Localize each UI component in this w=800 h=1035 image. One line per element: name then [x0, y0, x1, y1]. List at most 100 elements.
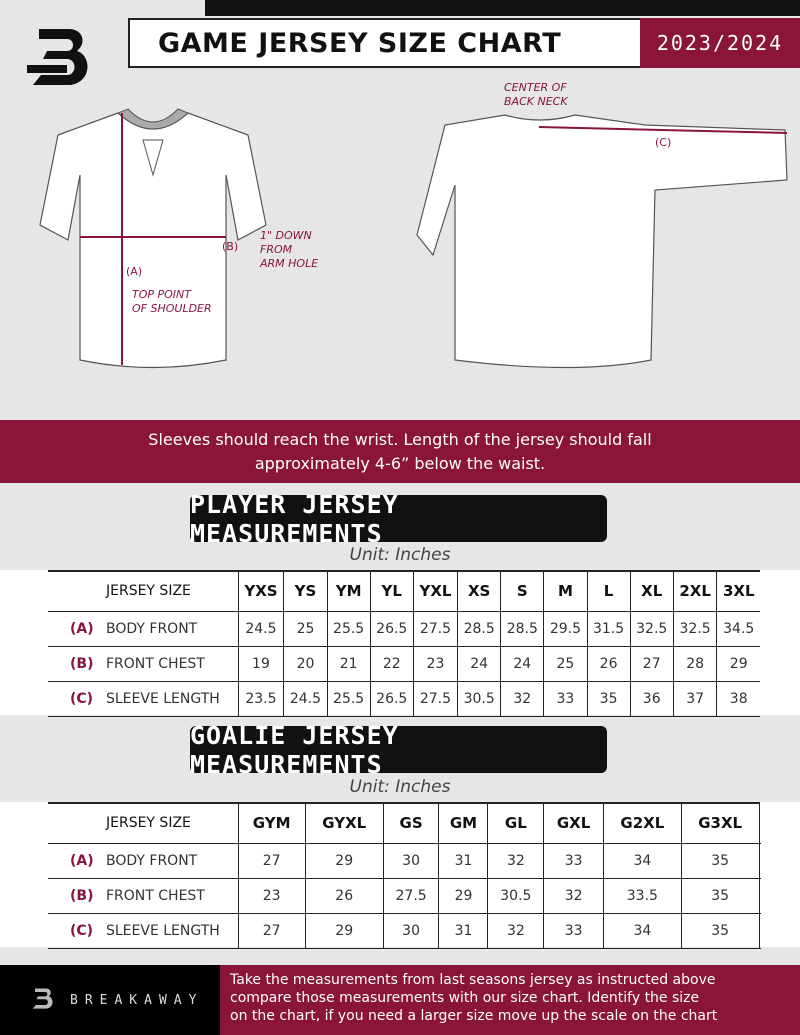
measure-name: BODY FRONT: [106, 852, 198, 869]
table-cell: 23.5: [237, 681, 284, 716]
size-header: YXL: [412, 571, 458, 611]
back-neck-note: CENTER OF BACK NECK: [504, 81, 568, 109]
table-cell: 33: [543, 843, 604, 878]
table-cell: 31: [438, 913, 488, 948]
table-cell: 27: [237, 913, 306, 948]
table-cell: 21: [326, 646, 371, 681]
measure-name: FRONT CHEST: [106, 655, 205, 672]
table-row: (A) BODY FRONT 27 29 30 31 32 33 34 35: [48, 843, 760, 878]
table-cell: 24.5: [283, 681, 328, 716]
table-cell: 28: [672, 646, 717, 681]
table-header-row: JERSEY SIZE YXS YS YM YL YXL XS S M L XL 2XL 3XL: [48, 571, 760, 611]
season-badge: 2023/2024: [640, 18, 800, 68]
size-header: G2XL: [602, 803, 682, 843]
table-cell: 31: [438, 843, 488, 878]
table-cell: [758, 843, 760, 878]
table-cell: 29: [304, 843, 384, 878]
size-header: [758, 803, 760, 843]
armhole-note: 1" DOWN FROM ARM HOLE: [260, 229, 318, 271]
table-cell: 35: [586, 681, 631, 716]
table-cell: 34: [602, 843, 682, 878]
table-cell: 33: [543, 681, 587, 716]
table-cell: 36: [629, 681, 674, 716]
size-header: YS: [283, 571, 328, 611]
table-row: (B) FRONT CHEST 19 20 21 22 23 24 24 25 26 27 28 29: [48, 646, 760, 681]
table-cell: 23: [412, 646, 458, 681]
breakaway-logo-icon: [32, 988, 53, 1009]
table-cell: 32.5: [672, 611, 717, 646]
table-cell: 34: [602, 913, 682, 948]
table-cell: 29: [304, 913, 384, 948]
note-line: FROM: [260, 243, 293, 256]
table-cell: 26.5: [369, 681, 414, 716]
size-header: 3XL: [716, 571, 760, 611]
row-label: (B) FRONT CHEST: [48, 878, 238, 913]
measure-letter: (C): [70, 922, 94, 939]
label-c: (C): [655, 136, 672, 149]
table-cell: 24.5: [237, 611, 284, 646]
size-header: 2XL: [672, 571, 717, 611]
table-cell: 32: [500, 681, 544, 716]
table-row: (C) SLEEVE LENGTH 27 29 30 31 32 33 34 35: [48, 913, 760, 948]
column-header-label: JERSEY SIZE: [106, 583, 191, 600]
table-cell: 27.5: [412, 681, 458, 716]
player-size-table: JERSEY SIZE YXS YS YM YL YXL XS S M L XL 2XL 3XL (A) B…: [48, 570, 760, 717]
footer-line: on the chart, if you need a larger size …: [230, 1008, 718, 1024]
table-row: (A) BODY FRONT 24.5 25 25.5 26.5 27.5 28.5 28.5 2…: [48, 611, 760, 646]
size-header: M: [543, 571, 587, 611]
measure-name: BODY FRONT: [106, 620, 198, 637]
table-cell: 25: [283, 611, 328, 646]
shoulder-note: TOP POINT OF SHOULDER: [132, 288, 212, 316]
table-cell: 29.5: [543, 611, 587, 646]
measure-letter: (B): [70, 655, 94, 672]
size-header: XS: [457, 571, 501, 611]
footer-line: compare those measurements with our size…: [230, 990, 700, 1006]
size-header: YXS: [237, 571, 284, 611]
table-cell: 34.5: [716, 611, 760, 646]
size-header: XL: [629, 571, 674, 611]
table-cell: 26: [304, 878, 384, 913]
table-cell: 31.5: [586, 611, 631, 646]
table-cell: [758, 878, 760, 913]
table-cell: 35: [680, 913, 760, 948]
table-cell: 24: [457, 646, 501, 681]
size-header: YL: [369, 571, 414, 611]
row-label: (B) FRONT CHEST: [48, 646, 238, 681]
size-header: GYM: [237, 803, 306, 843]
measure-letter: (C): [70, 690, 94, 707]
row-label: (A) BODY FRONT: [48, 843, 238, 878]
table-cell: [758, 913, 760, 948]
label-a: (A): [126, 265, 143, 278]
table-cell: 38: [716, 681, 760, 716]
table-cell: 32.5: [629, 611, 674, 646]
table-cell: 19: [237, 646, 284, 681]
measure-name: SLEEVE LENGTH: [106, 690, 220, 707]
table-cell: 35: [680, 878, 760, 913]
table-cell: 25.5: [326, 611, 371, 646]
table-cell: 24: [500, 646, 544, 681]
table-cell: 29: [716, 646, 760, 681]
measure-name: FRONT CHEST: [106, 887, 205, 904]
footer-instructions: Take the measurements from last seasons …: [220, 965, 800, 1035]
measure-letter: (A): [70, 852, 94, 869]
goalie-section-title: GOALIE JERSEY MEASUREMENTS: [190, 721, 607, 779]
page-title: GAME JERSEY SIZE CHART: [128, 18, 640, 68]
breakaway-logo-icon: [27, 29, 88, 85]
measure-name: SLEEVE LENGTH: [106, 922, 220, 939]
table-cell: 27.5: [382, 878, 439, 913]
size-header: GXL: [543, 803, 604, 843]
table-cell: 27: [629, 646, 674, 681]
size-header: GS: [382, 803, 439, 843]
table-cell: 28.5: [457, 611, 501, 646]
note-line: OF SHOULDER: [132, 302, 212, 315]
table-cell: 32: [487, 913, 544, 948]
measure-letter: (A): [70, 620, 94, 637]
goalie-size-table: JERSEY SIZE GYM GYXL GS GM GL GXL G2XL G3XL (A) BO…: [48, 802, 760, 949]
back-jersey-diagram: [416, 114, 788, 369]
note-line: 1" DOWN: [260, 229, 312, 242]
instructions-band: Sleeves should reach the wrist. Length o…: [0, 420, 800, 483]
footer-line: Take the measurements from last seasons …: [230, 972, 716, 988]
measure-letter: (B): [70, 887, 94, 904]
instruction-line: Sleeves should reach the wrist. Length o…: [148, 430, 652, 449]
note-line: BACK NECK: [504, 95, 568, 108]
